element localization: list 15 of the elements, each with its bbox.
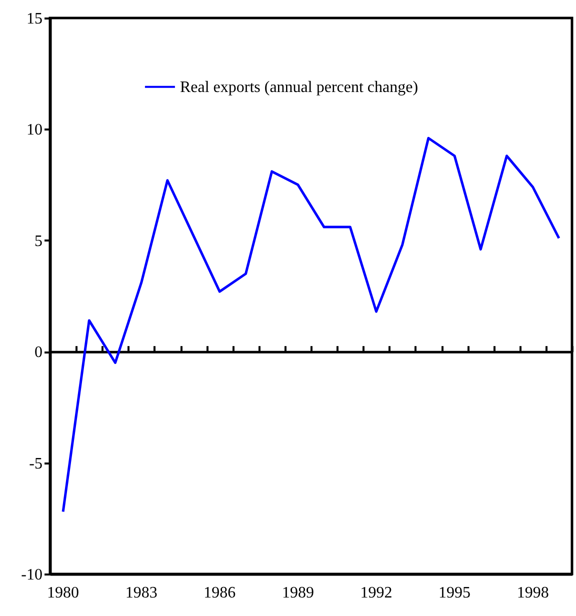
y-tick-label: 15 <box>26 10 42 28</box>
x-tick-label: 1992 <box>360 584 392 602</box>
x-tick-label: 1998 <box>516 584 549 602</box>
x-tick-label: 1989 <box>282 584 314 602</box>
x-tick-label: 1986 <box>204 584 236 602</box>
y-tick-label: -10 <box>21 566 42 584</box>
line-series <box>62 136 560 513</box>
x-tick-label: 1980 <box>47 584 80 602</box>
y-tick-label: 0 <box>34 344 42 362</box>
x-tick-label: 1995 <box>438 584 471 602</box>
y-tick-label: -5 <box>29 455 42 472</box>
y-tick-label: 10 <box>26 122 42 139</box>
legend-label: Real exports (annual percent change) <box>180 78 418 96</box>
x-tick-label: 1983 <box>125 584 158 602</box>
y-tick-label: 5 <box>34 232 42 250</box>
